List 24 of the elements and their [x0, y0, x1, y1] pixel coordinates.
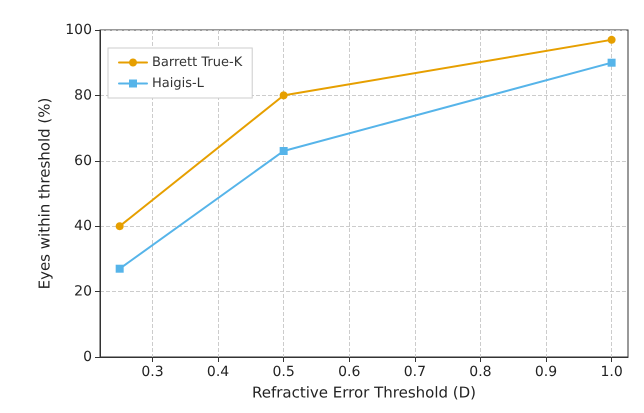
x-tick-label: 0.6 — [338, 364, 360, 380]
x-tick-label: 0.4 — [206, 364, 230, 380]
x-tick-label: 1.0 — [600, 364, 623, 380]
y-tick-label: 100 — [65, 22, 92, 38]
point — [608, 58, 616, 67]
legend-label: Barrett True-K — [152, 55, 243, 70]
y-axis-title: Eyes within threshold (%) — [36, 98, 54, 290]
x-tick-label: 0.7 — [404, 364, 426, 380]
y-tick-label: 80 — [74, 87, 92, 104]
y-tick-label: 0 — [83, 349, 92, 365]
point — [116, 222, 124, 230]
y-tick-label: 60 — [74, 152, 92, 169]
point — [280, 146, 288, 155]
point — [608, 36, 616, 44]
x-tick-label: 0.5 — [272, 364, 295, 380]
point — [116, 264, 124, 273]
x-tick-label: 0.9 — [534, 364, 558, 380]
point — [280, 91, 288, 100]
x-tick-label: 0.8 — [469, 364, 492, 380]
x-tick-label: 0.3 — [141, 364, 164, 380]
x-axis-title: Refractive Error Threshold (D) — [252, 384, 476, 402]
y-tick-label: 40 — [74, 218, 92, 234]
y-tick-label: 20 — [74, 284, 92, 300]
legend-label: Haigis-L — [152, 76, 205, 91]
